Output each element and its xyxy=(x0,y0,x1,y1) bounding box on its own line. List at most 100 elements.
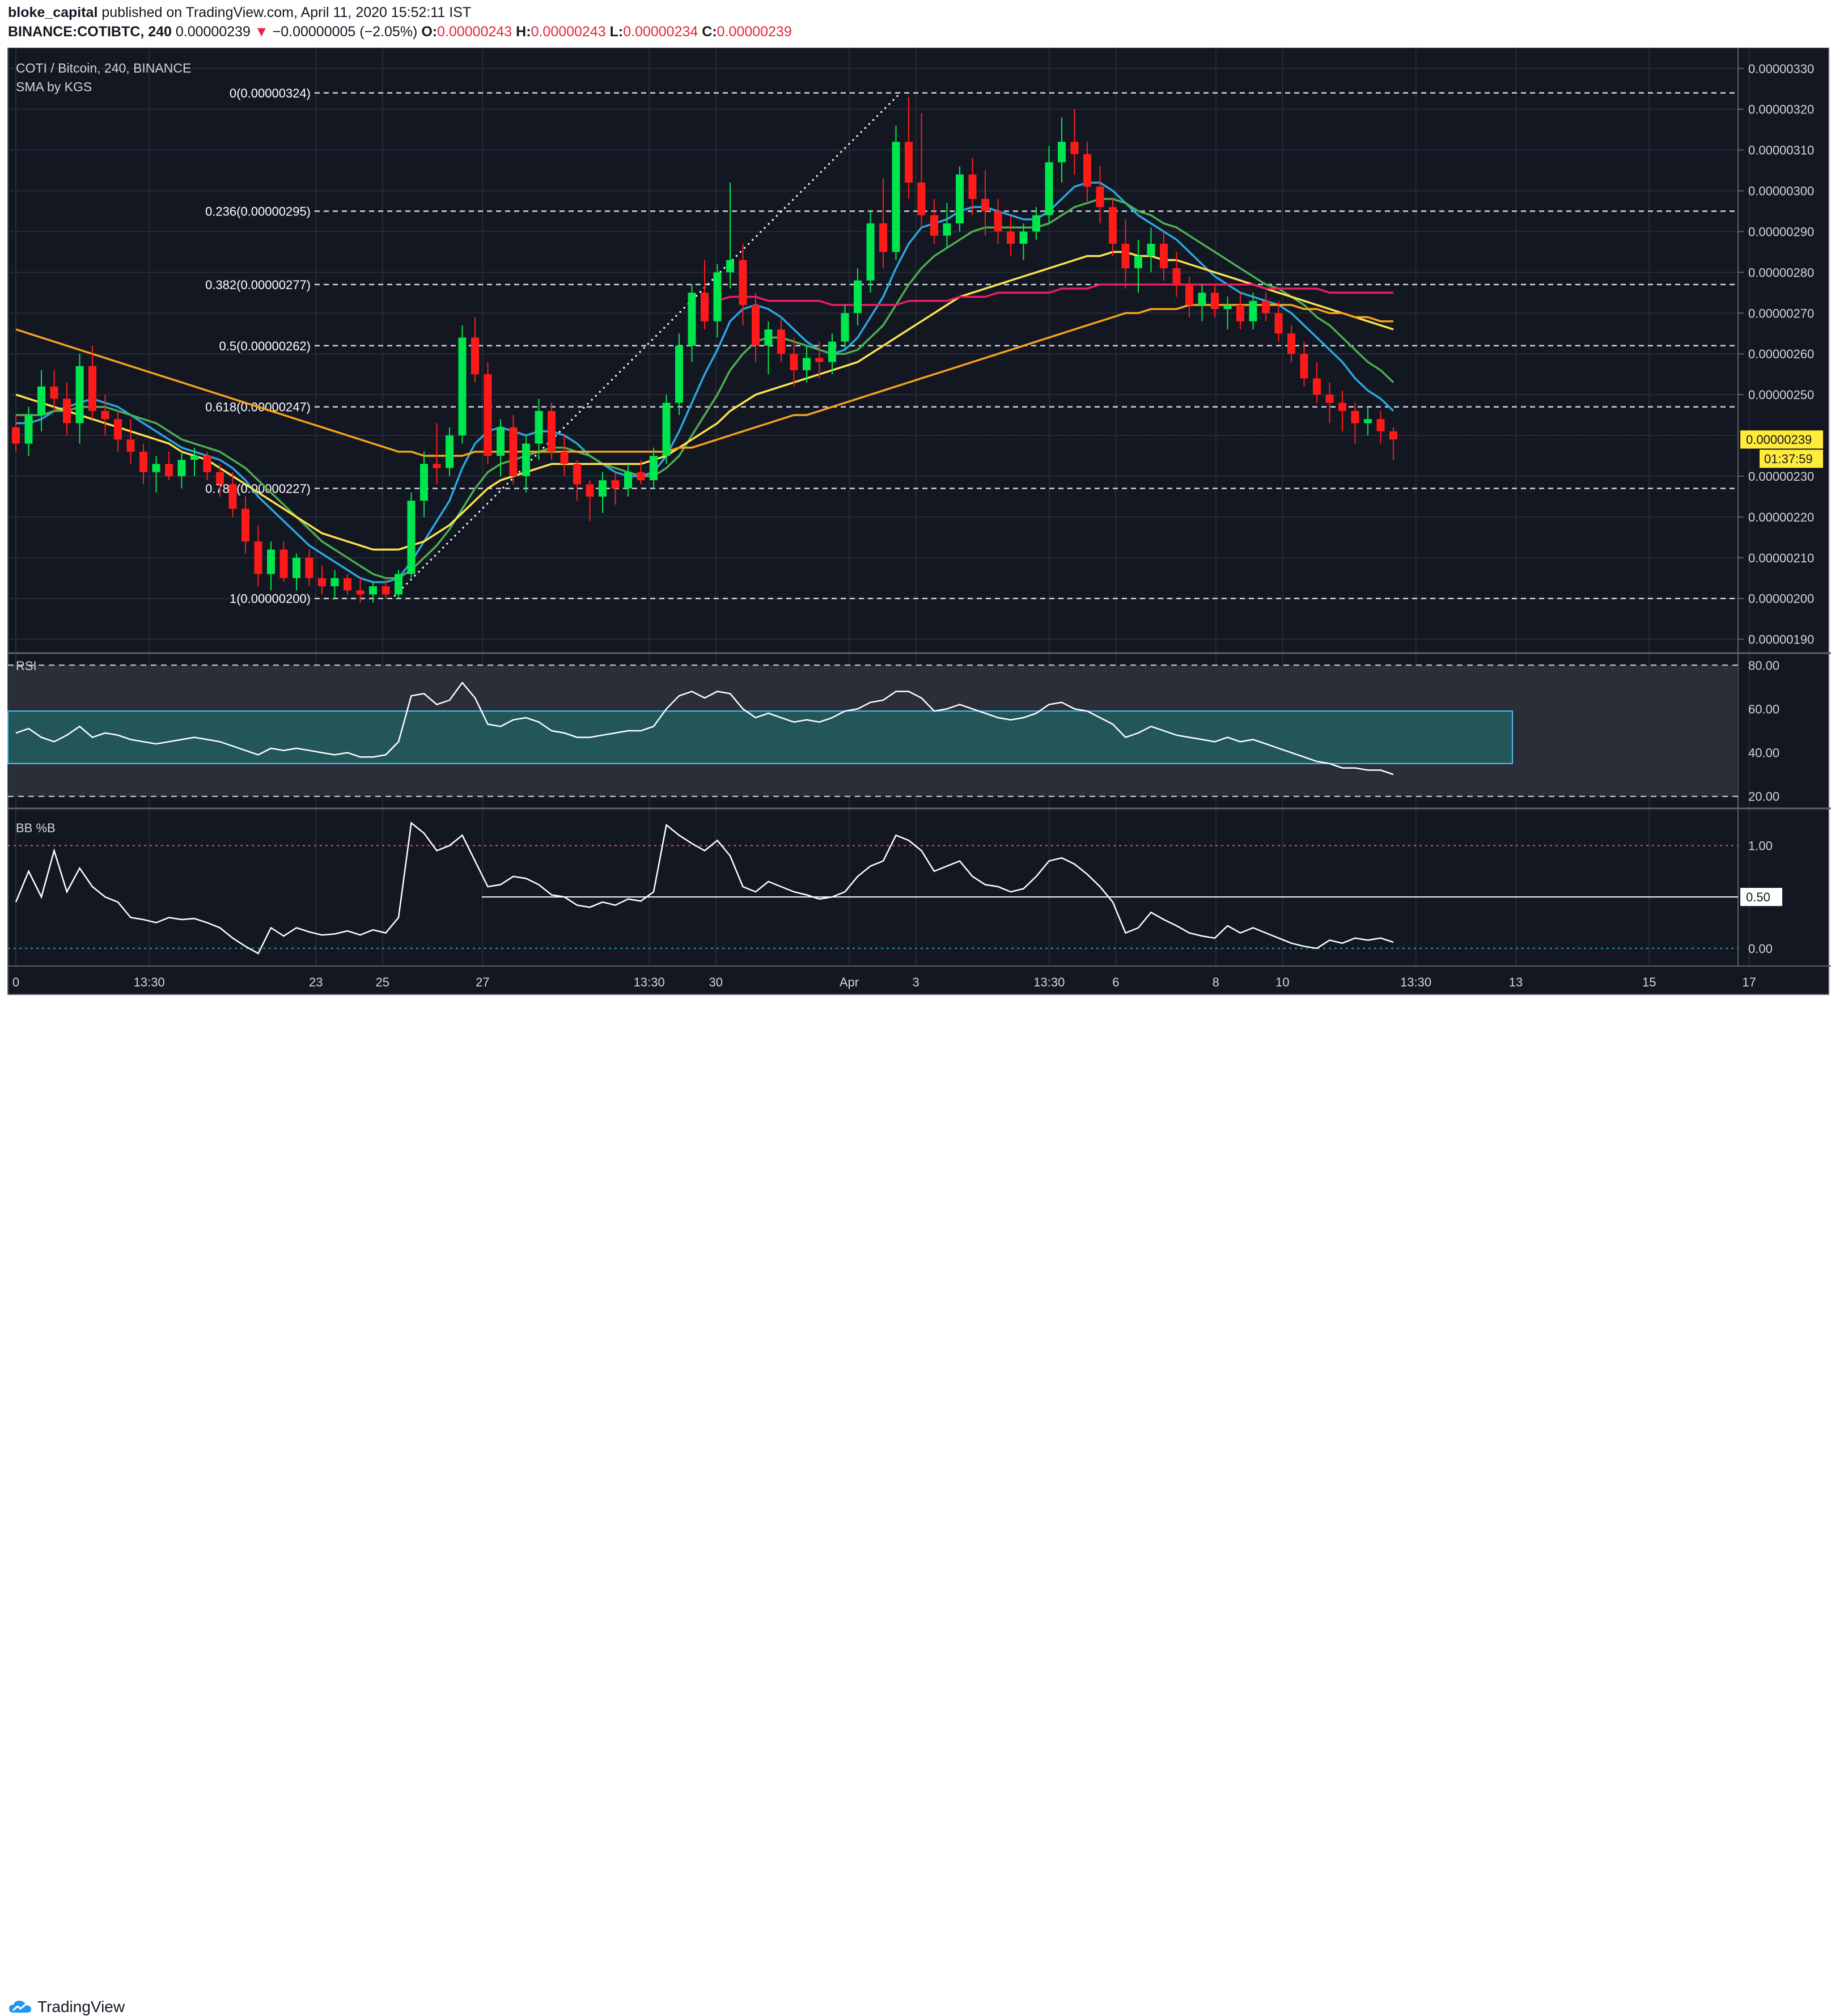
candle xyxy=(267,541,275,591)
candle-body xyxy=(879,223,887,252)
price-axis-label: 0.00000270 xyxy=(1748,306,1814,320)
candle-body xyxy=(790,354,798,370)
last-price-tag xyxy=(1740,430,1823,449)
candle-body xyxy=(701,293,709,321)
candle xyxy=(854,268,862,325)
candle-body xyxy=(994,211,1002,232)
price-axis-label: 0.00000250 xyxy=(1748,388,1814,402)
candle-body xyxy=(841,313,849,342)
candle xyxy=(943,203,951,248)
candle xyxy=(701,260,709,330)
candle xyxy=(50,370,58,411)
candle xyxy=(879,178,887,269)
candle xyxy=(165,451,173,481)
candle xyxy=(866,211,875,293)
candle-body xyxy=(522,443,530,476)
open-value: 0.00000243 xyxy=(437,24,512,40)
candle xyxy=(1300,341,1308,387)
candle xyxy=(458,325,467,444)
candle xyxy=(522,435,530,493)
candle xyxy=(662,395,671,464)
sma-line xyxy=(717,283,1393,306)
candle-body xyxy=(726,260,734,273)
candle xyxy=(1109,198,1117,256)
candle-body xyxy=(930,215,938,236)
candle-body xyxy=(254,541,262,574)
candle xyxy=(420,451,428,517)
close-label: C: xyxy=(702,24,717,40)
candle xyxy=(790,337,798,387)
candle-body xyxy=(1121,244,1130,269)
candle-body xyxy=(420,464,428,501)
candle-body xyxy=(586,484,594,497)
candle xyxy=(803,345,811,383)
rsi-axis-label: 80.00 xyxy=(1748,658,1779,672)
candle-body xyxy=(1007,231,1015,244)
candle xyxy=(688,284,696,362)
candle-body xyxy=(1300,354,1308,379)
candle-body xyxy=(1070,142,1079,154)
time-axis-label: 15 xyxy=(1642,975,1656,989)
candle xyxy=(1045,146,1053,224)
candle xyxy=(318,566,326,595)
candle xyxy=(152,455,160,493)
candle-body xyxy=(228,484,237,509)
price-change: −0.00000005 (−2.05%) xyxy=(272,24,418,40)
time-axis-label: 13 xyxy=(1509,975,1523,989)
candle-body xyxy=(803,358,811,370)
candle-body xyxy=(216,472,224,485)
time-axis-label: 6 xyxy=(1112,975,1119,989)
price-axis-label: 0.00000220 xyxy=(1748,510,1814,524)
time-axis-label: 13:30 xyxy=(1033,975,1065,989)
candle xyxy=(1262,293,1270,321)
candle xyxy=(203,451,211,481)
candle xyxy=(1325,382,1334,423)
chart-canvas[interactable]: 0(0.00000324) 0.236(0.00000295) 0.382(0.00… xyxy=(0,48,1831,996)
candle xyxy=(63,382,71,436)
fib-level-label: 0(0.00000324) xyxy=(230,86,311,100)
symbol-line: BINANCE:COTIBTC, 240 xyxy=(8,24,172,40)
candle-body xyxy=(88,366,96,411)
candle-body xyxy=(917,183,926,215)
price-axis-label: 0.00000190 xyxy=(1748,633,1814,647)
candle-body xyxy=(177,460,186,476)
candle-body xyxy=(152,464,160,472)
candle xyxy=(892,125,900,260)
candle xyxy=(981,170,989,236)
author-name[interactable]: bloke_capital xyxy=(8,5,98,20)
candle xyxy=(1313,362,1321,403)
candle xyxy=(726,183,734,289)
candle xyxy=(599,472,607,513)
candle xyxy=(535,399,543,460)
candle-body xyxy=(688,293,696,346)
low-value: 0.00000234 xyxy=(623,24,698,40)
candle-body xyxy=(305,557,313,578)
high-value: 0.00000243 xyxy=(531,24,606,40)
candle-body xyxy=(637,472,645,481)
bbpb-line xyxy=(15,821,1394,955)
candle xyxy=(177,451,186,489)
candle-body xyxy=(1083,154,1091,187)
candle-body xyxy=(203,455,211,472)
candle-body xyxy=(764,329,773,346)
candle-body xyxy=(1262,300,1270,314)
candle xyxy=(1058,117,1066,183)
candle xyxy=(126,419,135,464)
candlesticks xyxy=(12,97,1397,603)
candle-body xyxy=(828,341,836,362)
candle xyxy=(713,264,722,338)
candle xyxy=(828,333,836,375)
last-price-tag-text: 0.00000239 xyxy=(1746,433,1812,447)
tradingview-logo[interactable]: TradingView xyxy=(8,1998,125,2016)
bbpb-axis-label: 1.00 xyxy=(1748,838,1773,853)
candle-body xyxy=(752,304,760,346)
candle xyxy=(446,427,453,476)
bbpb-title: BB %B xyxy=(16,821,56,835)
countdown-tag-text: 01:37:59 xyxy=(1764,452,1813,466)
price-axis-label: 0.00000280 xyxy=(1748,265,1814,279)
price-axis-label: 0.00000330 xyxy=(1748,62,1814,76)
candle xyxy=(650,447,658,489)
candle xyxy=(369,582,377,603)
candle xyxy=(1389,427,1397,460)
candle xyxy=(917,113,926,228)
